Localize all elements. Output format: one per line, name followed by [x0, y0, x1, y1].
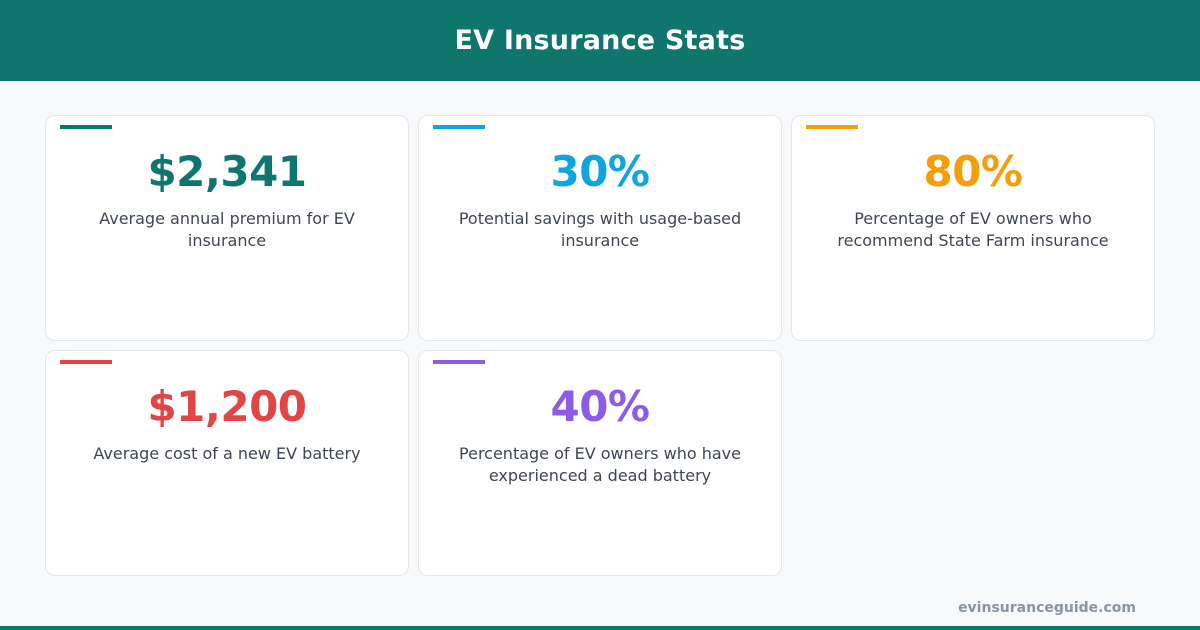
- header-banner: EV Insurance Stats: [0, 0, 1200, 81]
- stat-value: 80%: [923, 147, 1023, 196]
- card-accent-bar: [60, 360, 112, 364]
- stat-card-dead-battery: 40% Percentage of EV owners who have exp…: [418, 350, 782, 576]
- stat-label: Potential savings with usage-based insur…: [458, 209, 742, 250]
- card-accent-bar: [60, 125, 112, 129]
- stat-card-recommend-state-farm: 80% Percentage of EV owners who recommen…: [791, 115, 1155, 341]
- card-accent-bar: [433, 125, 485, 129]
- stats-grid: $2,341 Average annual premium for EV ins…: [45, 115, 1155, 576]
- stat-value: $2,341: [147, 147, 307, 196]
- card-accent-bar: [433, 360, 485, 364]
- footer-url: evinsuranceguide.com: [958, 600, 1136, 616]
- stat-label: Percentage of EV owners who have experie…: [459, 444, 741, 485]
- stat-card-battery-cost: $1,200 Average cost of a new EV battery: [45, 350, 409, 576]
- stat-label: Average annual premium for EV insurance: [99, 209, 355, 250]
- card-accent-bar: [806, 125, 858, 129]
- stat-label: Average cost of a new EV battery: [93, 444, 361, 463]
- page-title: EV Insurance Stats: [454, 25, 746, 56]
- stat-card-annual-premium: $2,341 Average annual premium for EV ins…: [45, 115, 409, 341]
- stat-card-usage-savings: 30% Potential savings with usage-based i…: [418, 115, 782, 341]
- bottom-accent-bar: [0, 626, 1200, 630]
- stat-value: 30%: [550, 147, 650, 196]
- stat-label: Percentage of EV owners who recommend St…: [837, 209, 1109, 250]
- stat-value: $1,200: [147, 382, 307, 431]
- stat-value: 40%: [550, 382, 650, 431]
